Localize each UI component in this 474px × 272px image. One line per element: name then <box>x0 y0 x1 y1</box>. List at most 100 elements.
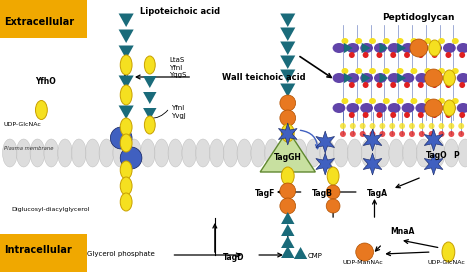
Circle shape <box>409 123 415 129</box>
Polygon shape <box>379 73 388 83</box>
Circle shape <box>419 123 425 129</box>
Circle shape <box>349 82 355 88</box>
Ellipse shape <box>424 68 431 74</box>
Circle shape <box>370 131 375 137</box>
Polygon shape <box>424 153 443 175</box>
Circle shape <box>438 123 445 129</box>
Ellipse shape <box>424 38 431 44</box>
Ellipse shape <box>16 139 31 167</box>
Ellipse shape <box>444 139 459 167</box>
Ellipse shape <box>397 98 403 104</box>
Circle shape <box>410 39 428 57</box>
Text: Diglucosyl-diacylglycerol: Diglucosyl-diacylglycerol <box>12 208 90 212</box>
Polygon shape <box>362 73 371 83</box>
Ellipse shape <box>388 73 401 83</box>
Ellipse shape <box>429 103 442 113</box>
Circle shape <box>459 52 465 58</box>
Circle shape <box>458 123 464 129</box>
Circle shape <box>350 123 356 129</box>
Circle shape <box>280 198 296 214</box>
Polygon shape <box>280 42 295 55</box>
Circle shape <box>389 123 395 129</box>
Ellipse shape <box>356 38 362 44</box>
Circle shape <box>448 131 454 137</box>
Text: YfnI
YvgJ: YfnI YvgJ <box>172 105 186 119</box>
Ellipse shape <box>320 139 335 167</box>
Polygon shape <box>362 43 371 53</box>
Circle shape <box>438 131 445 137</box>
Ellipse shape <box>223 139 238 167</box>
Circle shape <box>404 82 410 88</box>
Polygon shape <box>118 76 134 89</box>
Ellipse shape <box>401 103 414 113</box>
Ellipse shape <box>282 167 294 185</box>
Ellipse shape <box>306 139 321 167</box>
Circle shape <box>432 52 438 58</box>
Ellipse shape <box>292 139 307 167</box>
Circle shape <box>446 82 451 88</box>
Polygon shape <box>344 73 353 83</box>
Ellipse shape <box>30 139 45 167</box>
Circle shape <box>390 52 396 58</box>
Polygon shape <box>143 108 156 120</box>
Ellipse shape <box>410 98 418 104</box>
Circle shape <box>340 131 346 137</box>
Polygon shape <box>424 129 443 151</box>
Ellipse shape <box>374 43 387 53</box>
Ellipse shape <box>145 116 155 134</box>
Ellipse shape <box>334 139 348 167</box>
Ellipse shape <box>388 103 401 113</box>
Ellipse shape <box>196 139 210 167</box>
Ellipse shape <box>401 73 414 83</box>
Circle shape <box>280 110 296 126</box>
Text: TagD: TagD <box>223 252 244 261</box>
Ellipse shape <box>416 139 431 167</box>
Circle shape <box>459 82 465 88</box>
Ellipse shape <box>443 103 456 113</box>
Ellipse shape <box>346 43 359 53</box>
Circle shape <box>418 82 424 88</box>
Circle shape <box>360 123 365 129</box>
Circle shape <box>376 52 383 58</box>
Ellipse shape <box>237 139 252 167</box>
Circle shape <box>376 82 383 88</box>
Ellipse shape <box>2 139 17 167</box>
Ellipse shape <box>443 73 456 83</box>
Text: P: P <box>453 150 459 159</box>
Circle shape <box>360 131 365 137</box>
Polygon shape <box>118 45 134 59</box>
Text: TagGH: TagGH <box>274 153 302 162</box>
Ellipse shape <box>99 139 114 167</box>
Ellipse shape <box>113 139 128 167</box>
Circle shape <box>356 243 374 261</box>
Ellipse shape <box>424 98 431 104</box>
Circle shape <box>428 131 435 137</box>
Ellipse shape <box>452 68 459 74</box>
Ellipse shape <box>452 38 459 44</box>
Text: Peptidoglycan: Peptidoglycan <box>383 14 455 23</box>
Ellipse shape <box>120 161 132 179</box>
Ellipse shape <box>369 68 376 74</box>
Ellipse shape <box>282 124 294 142</box>
Polygon shape <box>280 55 295 69</box>
Ellipse shape <box>383 68 390 74</box>
Circle shape <box>370 123 375 129</box>
Ellipse shape <box>341 68 348 74</box>
Ellipse shape <box>444 100 456 116</box>
Text: LtaS
YfnI
YqgS: LtaS YfnI YqgS <box>170 57 187 79</box>
Circle shape <box>418 112 424 118</box>
Circle shape <box>418 52 424 58</box>
Polygon shape <box>280 70 295 83</box>
Ellipse shape <box>415 43 428 53</box>
Text: Glycerol phosphate: Glycerol phosphate <box>87 251 155 257</box>
Ellipse shape <box>375 139 390 167</box>
Polygon shape <box>280 84 295 97</box>
Polygon shape <box>397 43 406 53</box>
Circle shape <box>446 52 451 58</box>
Ellipse shape <box>457 43 470 53</box>
Ellipse shape <box>346 103 359 113</box>
Circle shape <box>389 131 395 137</box>
Text: TagA: TagA <box>366 188 388 197</box>
Ellipse shape <box>397 38 403 44</box>
Ellipse shape <box>428 40 440 56</box>
